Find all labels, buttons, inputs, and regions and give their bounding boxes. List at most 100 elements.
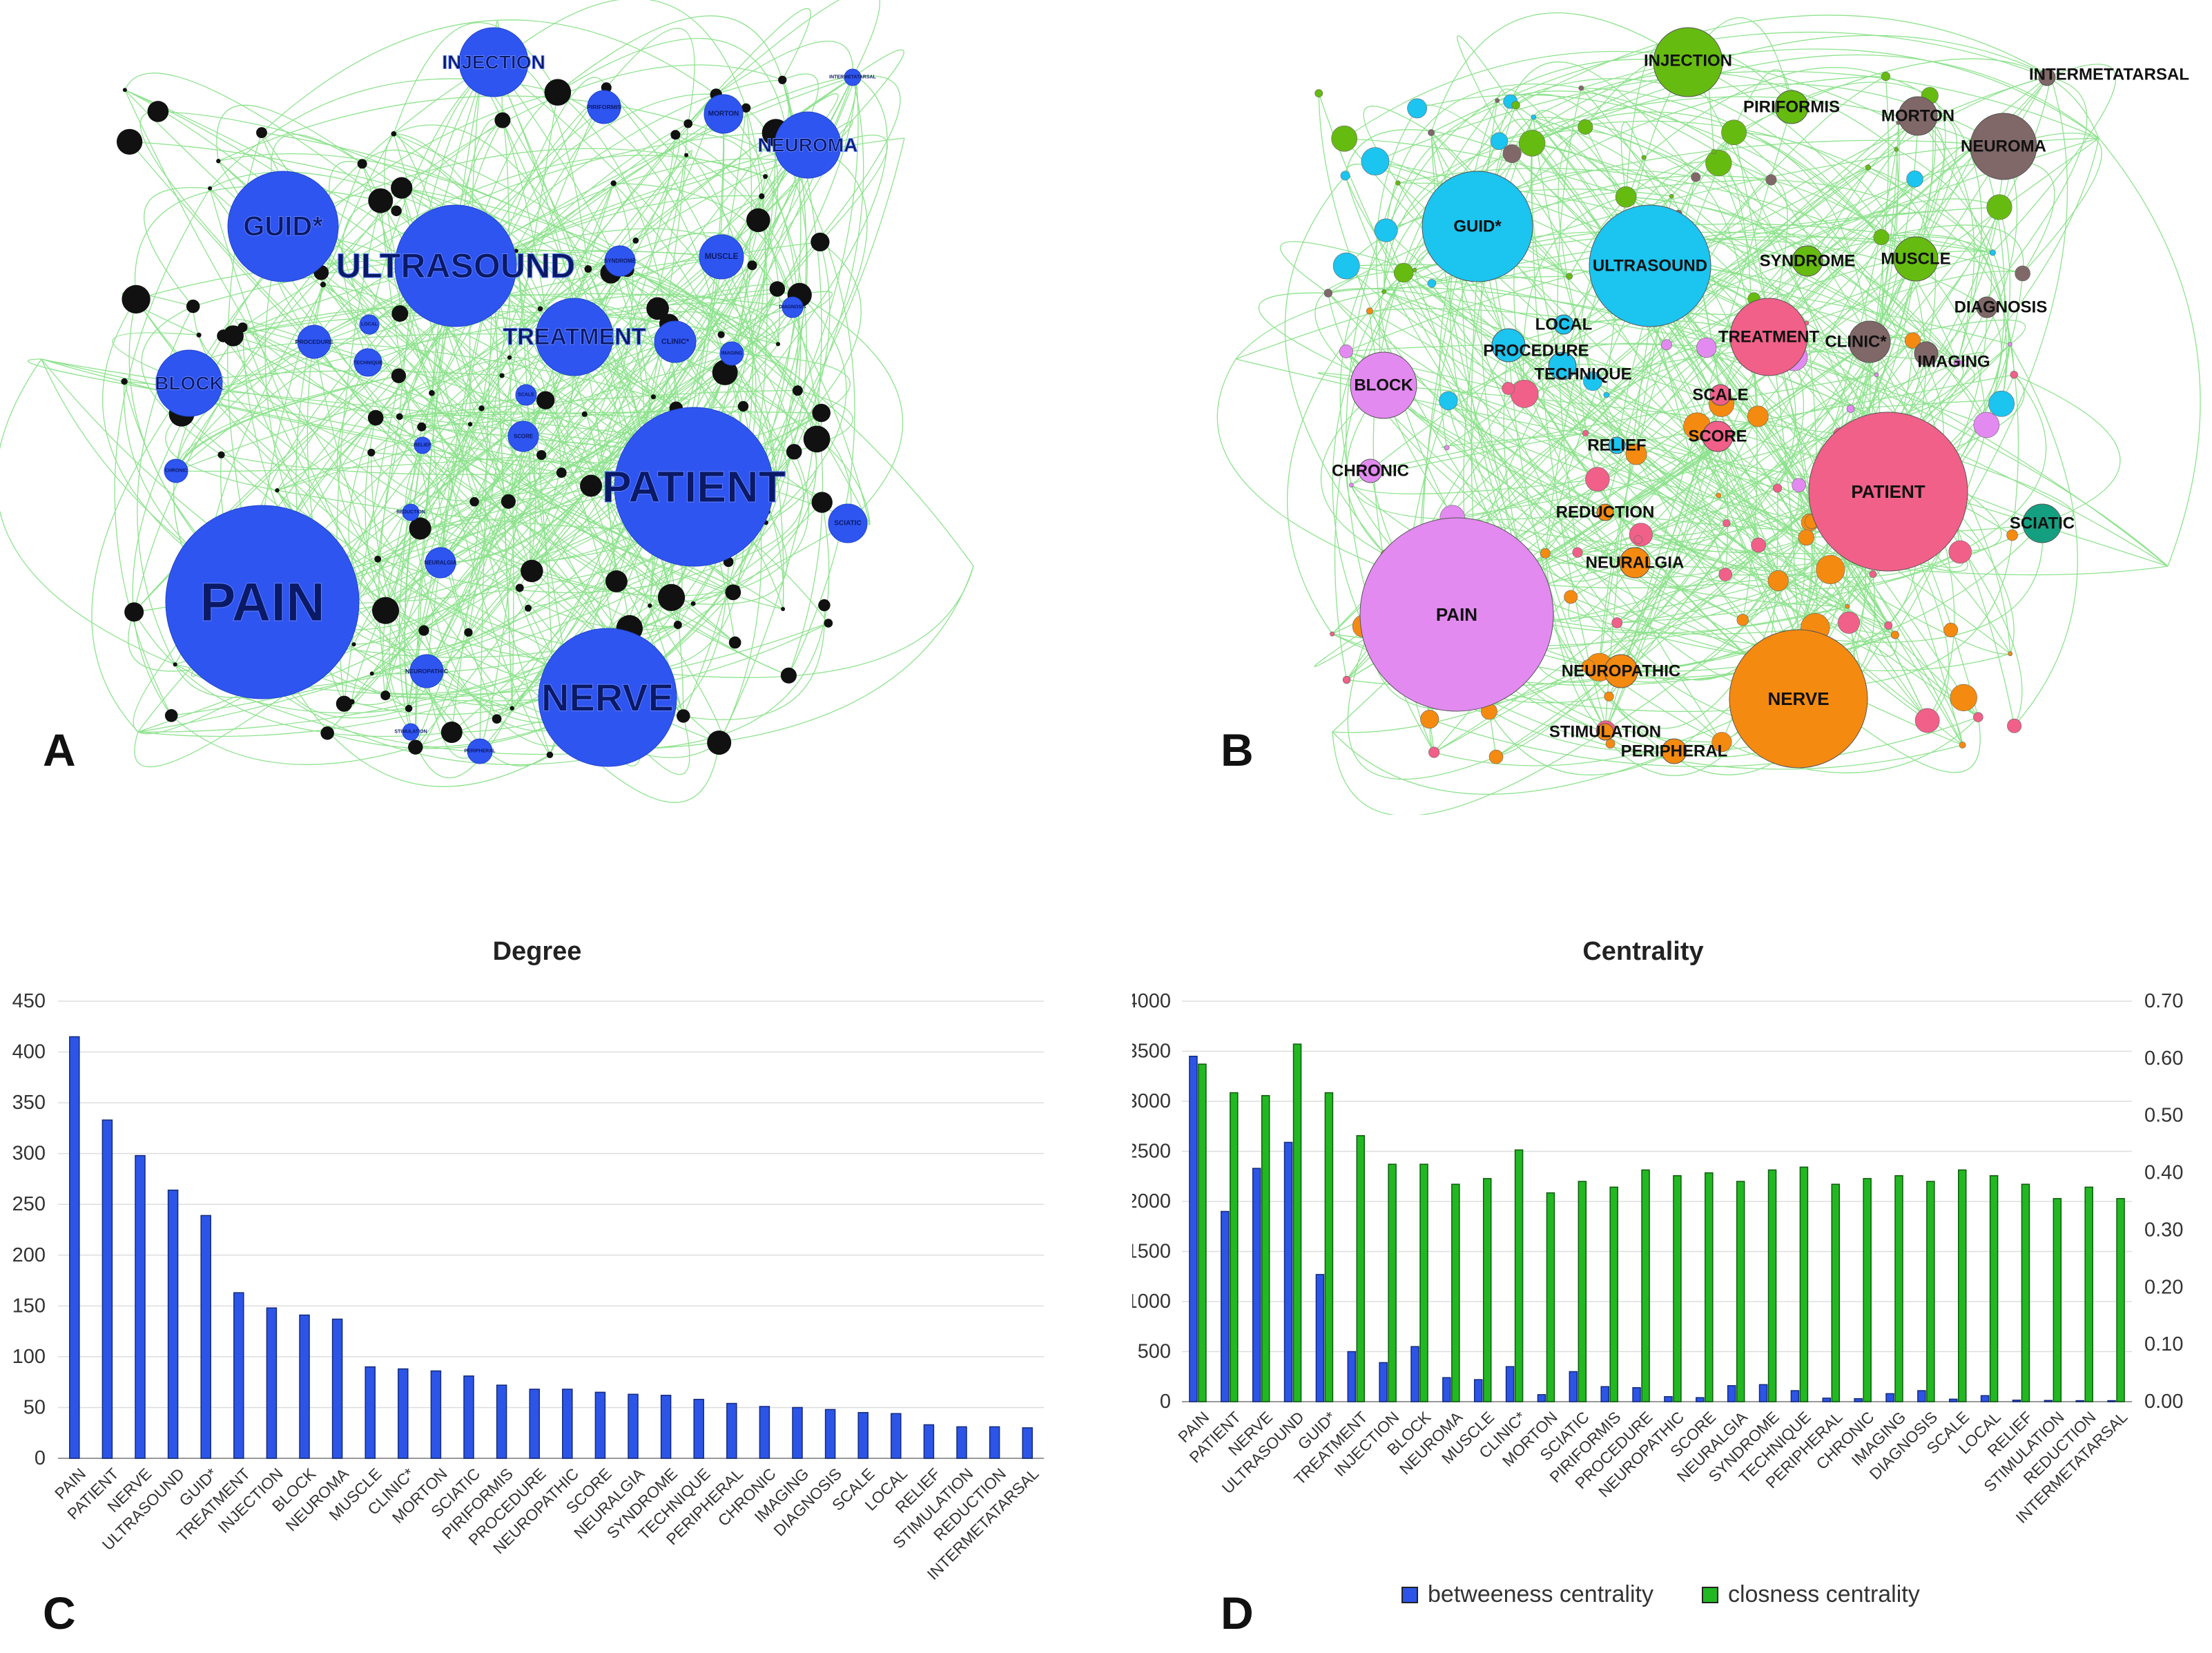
edge — [675, 79, 790, 342]
minor-node — [2008, 651, 2013, 657]
edge — [2098, 137, 2201, 567]
minor-node — [712, 359, 738, 385]
minor-node — [646, 297, 669, 320]
edge — [1318, 93, 1618, 624]
minor-node — [1884, 621, 1893, 630]
node-label: RELIEF — [414, 443, 432, 448]
y-right-tick-label: 0.10 — [2144, 1333, 2183, 1355]
bar-closness — [1546, 1192, 1555, 1402]
minor-node — [510, 706, 514, 710]
edge — [375, 357, 510, 418]
minor-node — [429, 389, 435, 396]
edge — [1383, 385, 1807, 539]
minor-node — [1837, 611, 1860, 634]
minor-node — [391, 130, 397, 137]
bar-betweeness — [1442, 1377, 1451, 1402]
edge — [1992, 64, 2117, 253]
edge — [1328, 287, 1794, 358]
legend-item-betweeness: betweeness centrality — [1401, 1581, 1653, 1608]
edge — [607, 113, 725, 698]
node-peripheral — [467, 738, 493, 764]
edge — [394, 133, 541, 309]
edge — [1480, 105, 1529, 595]
edge — [1752, 142, 1979, 351]
minor-node — [811, 232, 830, 252]
bar-closness — [1388, 1163, 1397, 1402]
edge — [1734, 58, 2099, 139]
minor-node — [1564, 590, 1578, 604]
y-right-tick-label: 0.50 — [2144, 1105, 2183, 1127]
bar — [824, 1409, 836, 1459]
edge — [421, 77, 853, 427]
node-treatment — [1729, 298, 1808, 376]
minor-node — [1721, 119, 1747, 146]
minor-node — [803, 425, 831, 453]
minor-node — [1890, 630, 1899, 639]
y-left-tick-label: 3500 — [1132, 1041, 1171, 1063]
edge — [418, 296, 672, 598]
edge — [1531, 54, 2099, 144]
node-chronic — [1358, 458, 1383, 483]
bar — [956, 1426, 967, 1459]
edge — [743, 75, 888, 407]
node-muscle — [699, 234, 744, 280]
edge — [1524, 341, 1870, 395]
edge — [426, 336, 575, 672]
edge — [385, 375, 503, 611]
edge — [371, 452, 427, 672]
edge — [380, 200, 433, 394]
minor-node — [1495, 98, 1500, 104]
edge — [1320, 385, 1387, 556]
minor-node — [717, 331, 725, 338]
edge — [1827, 701, 1981, 773]
edge — [377, 559, 555, 724]
minor-node — [396, 413, 403, 420]
node-pain — [1359, 517, 1554, 712]
edge — [420, 528, 678, 630]
edge — [398, 375, 736, 644]
node-label: PERIPHERAL — [1621, 742, 1728, 761]
node-label: CLINIC* — [1825, 333, 1887, 351]
edge — [385, 308, 659, 611]
node-block — [1350, 351, 1417, 419]
minor-node — [536, 391, 555, 409]
minor-node — [1428, 746, 1440, 758]
network-a-svg: PAIN PATIENT NERVE ULTRASOUND GUID* TREATMENT… — [0, 0, 974, 803]
y-left-tick-label: 2000 — [1132, 1190, 1171, 1212]
edge — [1328, 293, 1546, 554]
minor-node — [1488, 749, 1504, 764]
node-label: GUID* — [1453, 218, 1502, 236]
bar-closness — [1705, 1172, 1714, 1402]
minor-node — [391, 305, 409, 322]
minor-node — [1894, 147, 1899, 152]
minor-node — [1845, 603, 1850, 609]
edge — [1733, 132, 1799, 637]
minor-node — [1661, 339, 1672, 351]
bar — [594, 1391, 606, 1459]
bar-closness — [2116, 1198, 2125, 1402]
gridlines: 0 500 1000 1500 2000 2500 3000 3500 4000 0.00 0.10… — [1132, 990, 2183, 1413]
edge — [1616, 206, 2000, 624]
edge — [1384, 231, 1808, 292]
node-ultrasound — [1589, 204, 1711, 327]
minor-node — [521, 559, 543, 583]
minor-node — [217, 451, 225, 458]
edge — [1794, 356, 1844, 434]
edge — [353, 485, 592, 645]
minor-node — [728, 636, 741, 649]
node-label: STIMULATION — [1549, 723, 1661, 742]
y-tick-label: 0 — [35, 1447, 46, 1469]
minor-node — [1511, 101, 1520, 110]
node-technique — [1548, 351, 1577, 380]
minor-node — [256, 127, 267, 139]
minor-node — [759, 193, 765, 200]
node-diagnosis — [782, 296, 804, 318]
y-tick-label: 400 — [12, 1041, 46, 1063]
node-ultrasound — [394, 204, 517, 327]
minor-node — [1816, 554, 1845, 585]
node-label: PERIPHERAL — [464, 749, 496, 754]
edge — [1216, 358, 1404, 576]
edge — [340, 608, 529, 650]
minor-node — [1572, 547, 1583, 558]
edge — [216, 104, 363, 164]
